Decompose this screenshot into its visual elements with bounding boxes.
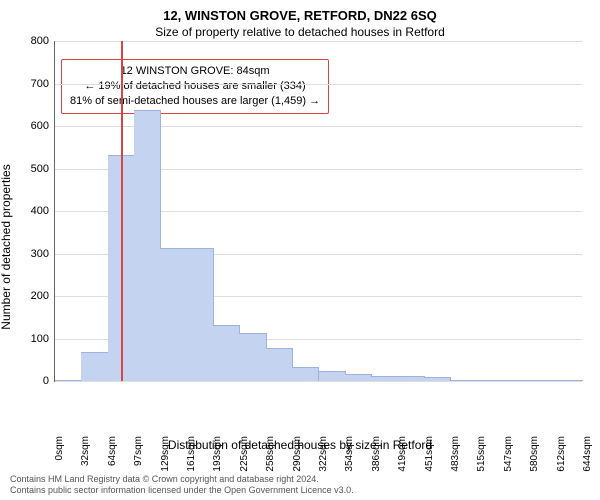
histogram-bar [292,367,319,381]
histogram-bar [187,248,214,381]
y-tick-label: 500 [31,163,55,175]
histogram-bar [134,110,161,381]
y-axis-label: Number of detached properties [0,164,13,329]
x-tick-label: 419sqm [393,436,408,472]
x-tick-label: 64sqm [103,436,118,466]
x-tick-label: 483sqm [446,436,461,472]
gridline [55,84,582,85]
histogram-bar [371,376,398,381]
annotation-line: 81% of semi-detached houses are larger (… [70,94,320,109]
histogram-bar [345,374,372,381]
histogram-bar [55,380,82,381]
x-tick-label: 580sqm [525,436,540,472]
histogram-bar [81,352,108,381]
chart-area: Number of detached properties 12 WINSTON… [10,41,590,452]
x-tick-label: 97sqm [129,436,144,466]
histogram-bar [477,380,504,381]
histogram-bar [503,380,530,381]
x-axis-ticks: 0sqm32sqm64sqm97sqm129sqm161sqm193sqm225… [54,382,582,436]
histogram-bar [213,325,240,381]
histogram-bar [160,248,187,381]
x-tick-label: 322sqm [314,436,329,472]
histogram-bar [450,380,477,381]
x-tick-label: 547sqm [499,436,514,472]
histogram-bar [424,377,451,381]
y-tick-label: 600 [31,120,55,132]
x-tick-label: 612sqm [552,436,567,472]
footer-line: Contains public sector information licen… [10,485,590,496]
x-tick-label: 0sqm [50,436,65,460]
x-tick-label: 515sqm [472,436,487,472]
x-tick-label: 32sqm [76,436,91,466]
x-tick-label: 161sqm [182,436,197,472]
x-tick-label: 644sqm [578,436,593,472]
histogram-bar [319,371,346,381]
chart-subtitle: Size of property relative to detached ho… [10,25,590,39]
annotation-line: ← 19% of detached houses are smaller (33… [70,79,320,94]
y-tick-label: 300 [31,248,55,260]
annotation-box: 12 WINSTON GROVE: 84sqm ← 19% of detache… [61,59,329,114]
y-tick-label: 200 [31,290,55,302]
y-tick-label: 700 [31,78,55,90]
page-title: 12, WINSTON GROVE, RETFORD, DN22 6SQ [10,8,590,23]
property-marker-line [121,41,123,381]
x-tick-label: 225sqm [235,436,250,472]
x-tick-label: 290sqm [288,436,303,472]
gridline [55,41,582,42]
x-tick-label: 193sqm [208,436,223,472]
histogram-bar [398,376,425,381]
footer-line: Contains HM Land Registry data © Crown c… [10,474,590,485]
histogram-plot: 12 WINSTON GROVE: 84sqm ← 19% of detache… [54,41,582,382]
x-tick-label: 451sqm [420,436,435,472]
x-tick-label: 354sqm [340,436,355,472]
y-tick-label: 100 [31,333,55,345]
x-tick-label: 129sqm [156,436,171,472]
annotation-line: 12 WINSTON GROVE: 84sqm [70,64,320,79]
y-tick-label: 400 [31,205,55,217]
footer-attribution: Contains HM Land Registry data © Crown c… [10,474,590,497]
histogram-bar [239,333,266,381]
histogram-bar [266,348,293,381]
y-tick-label: 800 [31,35,55,47]
histogram-bar [556,380,583,381]
x-tick-label: 386sqm [367,436,382,472]
x-tick-label: 258sqm [261,436,276,472]
histogram-bar [529,380,556,381]
